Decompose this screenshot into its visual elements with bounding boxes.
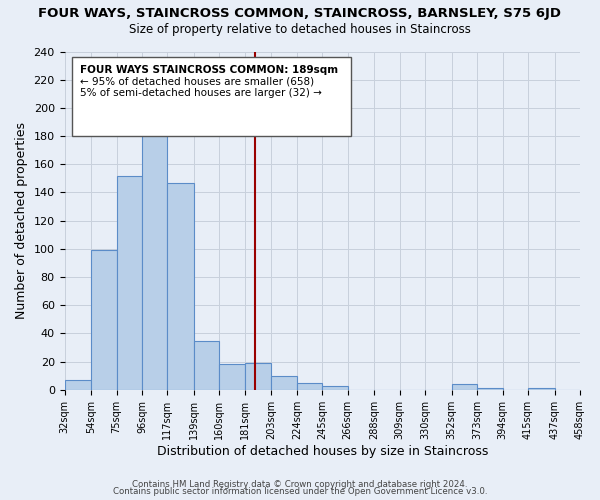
Bar xyxy=(322,386,347,390)
Bar xyxy=(220,364,245,390)
Bar xyxy=(245,363,271,390)
Bar xyxy=(194,340,220,390)
Bar xyxy=(297,383,322,390)
Bar xyxy=(477,388,503,390)
Bar xyxy=(142,108,167,390)
Bar xyxy=(528,388,554,390)
FancyBboxPatch shape xyxy=(72,56,350,136)
Text: Contains HM Land Registry data © Crown copyright and database right 2024.: Contains HM Land Registry data © Crown c… xyxy=(132,480,468,489)
Bar xyxy=(167,182,194,390)
Text: Contains public sector information licensed under the Open Government Licence v3: Contains public sector information licen… xyxy=(113,488,487,496)
Bar xyxy=(452,384,477,390)
Y-axis label: Number of detached properties: Number of detached properties xyxy=(15,122,28,319)
Text: FOUR WAYS STAINCROSS COMMON: 189sqm: FOUR WAYS STAINCROSS COMMON: 189sqm xyxy=(80,65,338,75)
Text: Size of property relative to detached houses in Staincross: Size of property relative to detached ho… xyxy=(129,22,471,36)
X-axis label: Distribution of detached houses by size in Staincross: Distribution of detached houses by size … xyxy=(157,444,488,458)
Text: FOUR WAYS, STAINCROSS COMMON, STAINCROSS, BARNSLEY, S75 6JD: FOUR WAYS, STAINCROSS COMMON, STAINCROSS… xyxy=(38,8,562,20)
Bar xyxy=(65,380,91,390)
Bar xyxy=(116,176,142,390)
Bar xyxy=(271,376,297,390)
Bar xyxy=(91,250,116,390)
Text: ← 95% of detached houses are smaller (658)
5% of semi-detached houses are larger: ← 95% of detached houses are smaller (65… xyxy=(80,65,322,98)
